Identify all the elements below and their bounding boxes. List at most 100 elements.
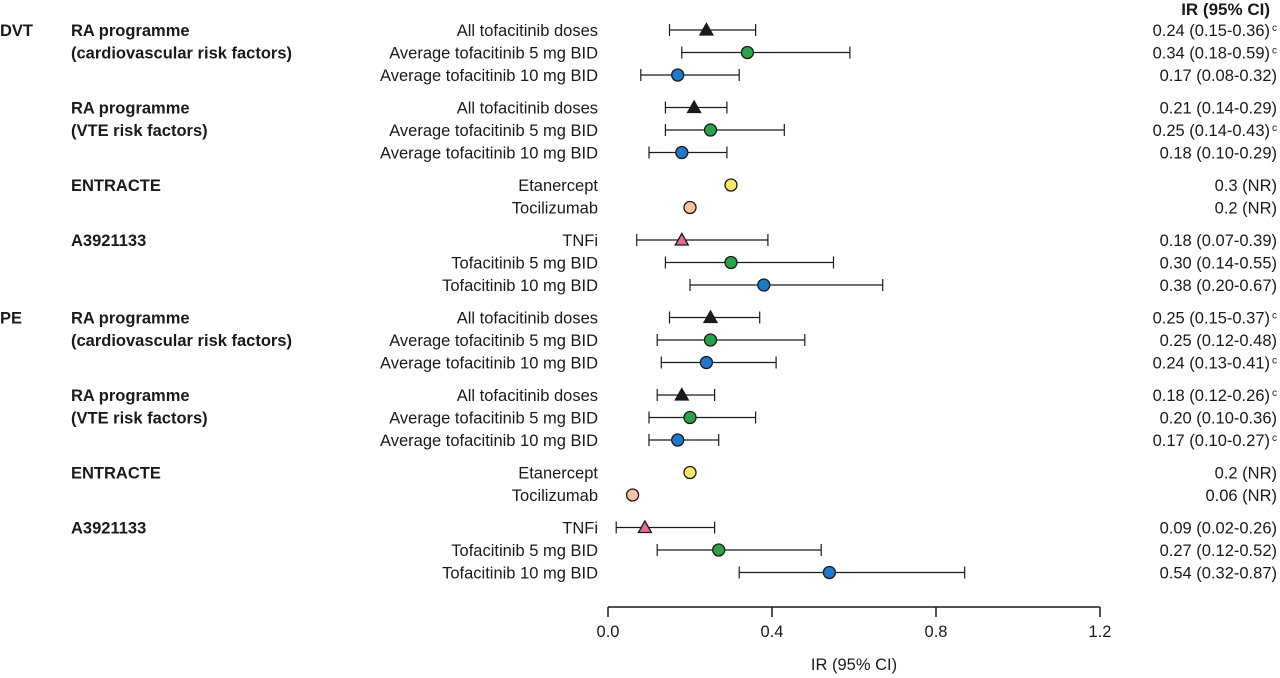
forest-row: Average tofacitinib 5 mg BID 0.25 (0.14-0…: [389, 122, 1277, 140]
row-label: Tofacitinib 5 mg BID: [451, 542, 598, 560]
row-label: TNFi: [562, 232, 598, 250]
forest-row: Average tofacitinib 10 mg BID 0.17 (0.08-…: [380, 67, 1277, 85]
outcome-label-dvt: DVT: [0, 22, 33, 40]
ir-value: 0.27 (0.12-0.52): [1160, 542, 1277, 560]
point-estimate-circle: [740, 45, 755, 60]
row-label: Tofacitinib 10 mg BID: [442, 277, 598, 295]
point-estimate-triangle: [702, 309, 719, 324]
row-label: All tofacitinib doses: [457, 22, 598, 40]
row-label: TNFi: [562, 520, 598, 538]
outcome-label-pe: PE: [0, 310, 22, 328]
ir-value: 0.17 (0.10-0.27): [1153, 432, 1270, 450]
group-title: RA programme: [71, 100, 190, 118]
point-estimate-circle: [671, 433, 685, 447]
footnote-marker: c: [1272, 311, 1277, 322]
ir-value: 0.18 (0.10-0.29): [1160, 145, 1277, 163]
forest-row: Average tofacitinib 10 mg BID 0.24 (0.13-…: [380, 355, 1277, 373]
group-title: (VTE risk factors): [71, 122, 208, 140]
forest-row: All tofacitinib doses 0.25 (0.15-0.37) c: [457, 310, 1277, 328]
point-estimate-circle: [683, 465, 697, 480]
row-label: Average tofacitinib 5 mg BID: [389, 410, 598, 428]
forest-rows: DVT RA programme (cardiovascular risk fact…: [0, 22, 1277, 583]
row-label: Etanercept: [518, 465, 598, 483]
forest-row: Average tofacitinib 10 mg BID 0.17 (0.10-…: [380, 432, 1277, 450]
row-label: Average tofacitinib 10 mg BID: [380, 67, 598, 85]
footnote-marker: c: [1272, 356, 1277, 367]
point-estimate-triangle: [674, 387, 690, 401]
x-tick-label: 1.2: [1089, 623, 1112, 641]
forest-row: Average tofacitinib 5 mg BID 0.20 (0.10-0…: [389, 410, 1277, 428]
forest-row: Average tofacitinib 10 mg BID 0.18 (0.10-…: [380, 145, 1277, 163]
point-estimate-circle: [699, 355, 714, 370]
row-label: Average tofacitinib 10 mg BID: [380, 145, 598, 163]
forest-row: TNFi 0.18 (0.07-0.39): [562, 232, 1277, 250]
forest-row: Tofacitinib 5 mg BID 0.27 (0.12-0.52): [451, 542, 1277, 560]
group-title: (cardiovascular risk factors): [71, 45, 292, 63]
ir-value: 0.17 (0.08-0.32): [1160, 67, 1277, 85]
group-title: RA programme: [71, 22, 190, 40]
x-tick-label: 0.4: [761, 623, 784, 641]
row-label: Average tofacitinib 5 mg BID: [389, 45, 598, 63]
point-estimate-circle: [675, 145, 689, 160]
ir-value: 0.24 (0.13-0.41): [1153, 355, 1270, 373]
footnote-marker: c: [1272, 123, 1277, 134]
forest-row: Etanercept 0.2 (NR): [518, 465, 1277, 483]
row-label: All tofacitinib doses: [457, 387, 598, 405]
ir-value: 0.21 (0.14-0.29): [1160, 100, 1277, 118]
forest-row: Tocilizumab 0.06 (NR): [512, 487, 1277, 505]
ir-value: 0.09 (0.02-0.26): [1160, 520, 1277, 538]
group-title: (VTE risk factors): [71, 410, 208, 428]
row-label: All tofacitinib doses: [457, 310, 598, 328]
ir-value: 0.20 (0.10-0.36): [1160, 410, 1277, 428]
row-label: Etanercept: [518, 177, 598, 195]
footnote-marker: c: [1272, 388, 1277, 399]
forest-row: TNFi 0.09 (0.02-0.26): [562, 520, 1277, 538]
ir-value: 0.18 (0.12-0.26): [1153, 387, 1270, 405]
ir-value: 0.54 (0.32-0.87): [1160, 565, 1277, 583]
point-estimate-circle: [757, 278, 771, 292]
point-estimate-circle: [703, 333, 718, 347]
forest-row: Tofacitinib 10 mg BID 0.38 (0.20-0.67): [442, 277, 1277, 295]
point-estimate-circle: [683, 410, 697, 425]
row-label: Average tofacitinib 5 mg BID: [389, 332, 598, 350]
ir-value: 0.2 (NR): [1215, 200, 1277, 218]
forest-row: Tofacitinib 10 mg BID 0.54 (0.32-0.87): [442, 565, 1277, 583]
x-tick-label: 0.8: [925, 623, 948, 641]
ir-value: 0.34 (0.18-0.59): [1153, 45, 1270, 63]
row-label: Tocilizumab: [512, 487, 598, 505]
ir-value: 0.25 (0.14-0.43): [1153, 122, 1270, 140]
ir-value: 0.25 (0.15-0.37): [1153, 310, 1270, 328]
footnote-marker: c: [1272, 23, 1277, 34]
footnote-marker: c: [1272, 46, 1277, 57]
point-estimate-circle: [683, 200, 697, 215]
group-title: RA programme: [71, 310, 190, 328]
forest-row: All tofacitinib doses 0.21 (0.14-0.29): [457, 100, 1277, 118]
point-estimate-circle: [712, 543, 726, 557]
ir-value: 0.25 (0.12-0.48): [1160, 332, 1277, 350]
row-label: Tofacitinib 10 mg BID: [442, 565, 598, 583]
ir-value: 0.38 (0.20-0.67): [1160, 277, 1277, 295]
ir-value: 0.06 (NR): [1205, 487, 1277, 505]
point-estimate-circle: [822, 565, 837, 580]
group-title: ENTRACTE: [71, 465, 161, 483]
ir-value: 0.30 (0.14-0.55): [1160, 255, 1277, 273]
row-label: Tofacitinib 5 mg BID: [451, 255, 598, 273]
footnote-marker: c: [1272, 433, 1277, 444]
point-estimate-circle: [703, 123, 718, 137]
row-label: Average tofacitinib 5 mg BID: [389, 122, 598, 140]
point-estimate-triangle: [698, 22, 715, 36]
ir-value: 0.24 (0.15-0.36): [1153, 22, 1270, 40]
ir-column-title: IR (95% CI): [1181, 0, 1270, 19]
point-estimate-triangle: [637, 519, 653, 534]
point-estimate-circle: [724, 255, 738, 270]
forest-row: All tofacitinib doses 0.24 (0.15-0.36) c: [457, 22, 1277, 40]
forest-row: Average tofacitinib 5 mg BID 0.25 (0.12-0…: [389, 332, 1277, 350]
group-title: RA programme: [71, 387, 190, 405]
ir-value: 0.18 (0.07-0.39): [1160, 232, 1277, 250]
group-title: ENTRACTE: [71, 177, 161, 195]
forest-row: Average tofacitinib 5 mg BID 0.34 (0.18-0…: [389, 45, 1277, 63]
group-title: A3921133: [71, 520, 146, 538]
forest-row: Etanercept 0.3 (NR): [518, 177, 1277, 195]
ir-value: 0.2 (NR): [1215, 465, 1277, 483]
